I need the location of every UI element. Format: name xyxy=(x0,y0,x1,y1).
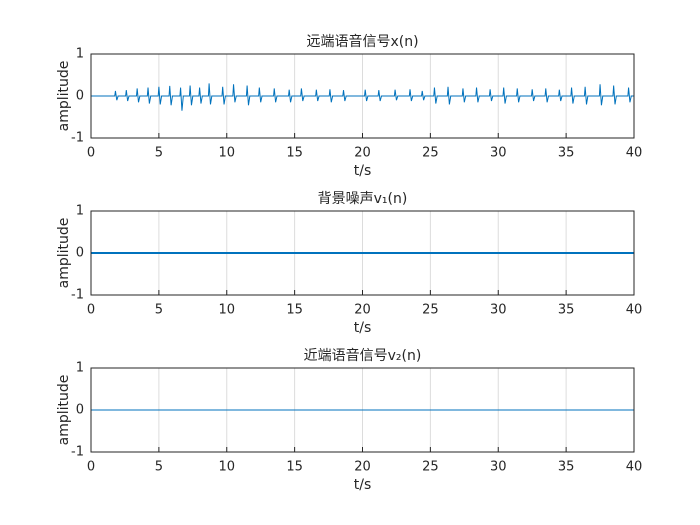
axes-box xyxy=(90,53,635,139)
x-tick-label: 15 xyxy=(286,303,303,318)
x-tick-label: 30 xyxy=(490,303,507,318)
y-tick-label: 1 xyxy=(76,204,84,219)
x-axis-label: t/s xyxy=(354,477,372,493)
chart-title: 背景噪声v₁(n) xyxy=(318,191,408,207)
y-axis-label: amplitude xyxy=(56,61,72,132)
x-tick-label: 0 xyxy=(87,146,95,161)
y-axis-label: amplitude xyxy=(56,375,72,446)
y-tick-label: -1 xyxy=(71,288,84,303)
x-tick-label: 25 xyxy=(422,303,439,318)
x-tick-label: 20 xyxy=(354,460,371,475)
x-tick-label: 35 xyxy=(558,303,575,318)
x-tick-label: 30 xyxy=(490,460,507,475)
y-tick-label: 0 xyxy=(76,246,84,261)
x-tick-label: 40 xyxy=(626,460,643,475)
x-tick-label: 5 xyxy=(155,460,163,475)
x-tick-label: 10 xyxy=(218,146,235,161)
y-tick-label: 0 xyxy=(76,403,84,418)
x-tick-label: 15 xyxy=(286,146,303,161)
x-tick-label: 40 xyxy=(626,303,643,318)
x-axis-label: t/s xyxy=(354,163,372,179)
x-tick-label: 10 xyxy=(218,303,235,318)
x-tick-label: 25 xyxy=(422,460,439,475)
x-tick-label: 0 xyxy=(87,303,95,318)
x-tick-label: 20 xyxy=(354,146,371,161)
x-tick-label: 30 xyxy=(490,146,507,161)
x-tick-label: 15 xyxy=(286,460,303,475)
data-line xyxy=(91,83,634,111)
x-tick-label: 5 xyxy=(155,146,163,161)
x-tick-label: 40 xyxy=(626,146,643,161)
y-tick-label: -1 xyxy=(71,131,84,146)
y-tick-label: 0 xyxy=(76,89,84,104)
x-tick-label: 25 xyxy=(422,146,439,161)
axes-box xyxy=(90,367,635,453)
x-tick-label: 35 xyxy=(558,146,575,161)
axes-box xyxy=(90,210,635,296)
y-tick-label: 1 xyxy=(76,361,84,376)
chart-title: 远端语音信号x(n) xyxy=(306,33,418,50)
chart-title: 近端语音信号v₂(n) xyxy=(304,347,422,364)
y-axis-label: amplitude xyxy=(56,218,72,289)
y-tick-label: 1 xyxy=(76,47,84,62)
x-tick-label: 10 xyxy=(218,460,235,475)
x-axis-label: t/s xyxy=(354,320,372,336)
y-tick-label: -1 xyxy=(71,445,84,460)
x-tick-label: 0 xyxy=(87,460,95,475)
x-tick-label: 5 xyxy=(155,303,163,318)
x-tick-label: 35 xyxy=(558,460,575,475)
x-tick-label: 20 xyxy=(354,303,371,318)
